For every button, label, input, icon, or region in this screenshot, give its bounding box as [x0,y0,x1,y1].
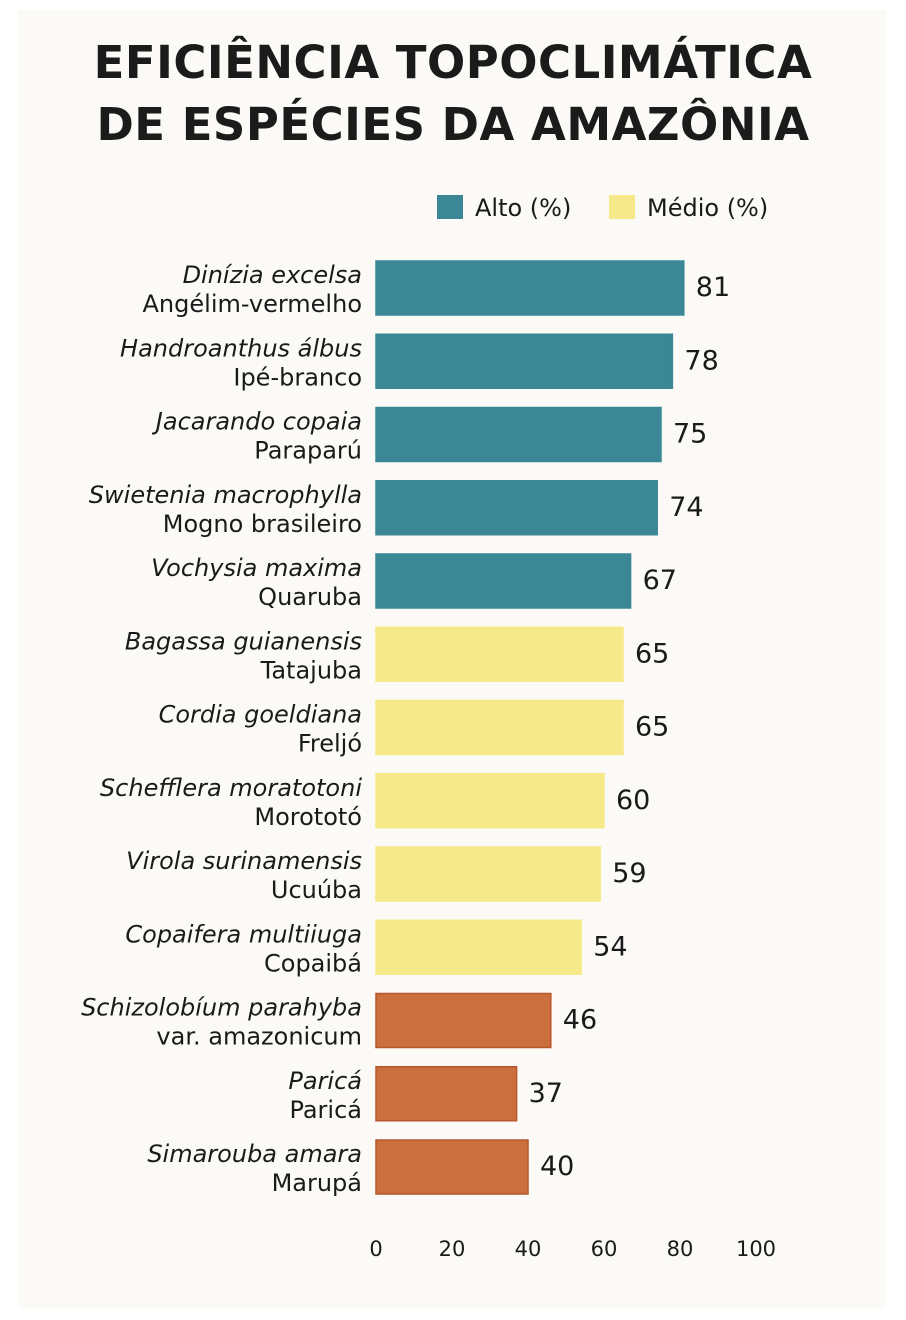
value-label-3: 75 [673,419,707,450]
category-scientific-label-1: Dinízia excelsa [183,261,362,289]
value-label-13: 40 [540,1151,574,1182]
bar-12 [375,1066,518,1122]
bar-10 [375,919,582,975]
category-scientific-label-3: Jacarando copaia [152,408,362,436]
category-scientific-label-13: Simarouba amara [147,1140,362,1168]
legend-label-2: Médio (%) [647,194,768,222]
category-common-label-10: Copaibá [264,949,362,977]
category-scientific-label-10: Copaifera multiiuga [125,920,362,948]
chart-title: EFICIÊNCIA TOPOCLIMÁTICA DE ESPÉCIES DA … [0,32,906,156]
value-label-10: 54 [593,931,627,962]
category-common-label-11: var. amazonicum [156,1023,362,1051]
value-label-11: 46 [563,1005,597,1036]
value-label-1: 81 [696,272,730,303]
legend-swatch-1 [437,195,463,219]
value-label-9: 59 [612,858,646,889]
category-common-label-2: Ipé-branco [233,363,362,391]
bar-7 [375,699,624,756]
category-scientific-label-7: Cordia goeldiana [159,701,362,729]
category-scientific-label-2: Handroanthus álbus [120,334,362,362]
category-common-label-7: Freljó [298,730,362,758]
value-label-8: 60 [616,785,650,816]
bar-3 [375,406,662,463]
category-common-label-8: Morototó [254,803,362,831]
bar-6 [375,626,624,682]
category-common-label-6: Tatajuba [260,656,362,684]
x-tick-label-5: 80 [667,1237,694,1261]
bar-11 [375,992,552,1049]
category-common-label-12: Paricá [289,1096,362,1124]
bar-13 [375,1139,529,1195]
x-tick-label-3: 40 [515,1237,542,1261]
bar-1 [375,260,685,316]
chart-title-line-2: DE ESPÉCIES DA AMAZÔNIA [96,98,810,151]
value-label-2: 78 [684,345,718,376]
x-tick-label-1: 0 [369,1237,382,1261]
value-label-7: 65 [635,712,669,743]
category-scientific-label-4: Swietenia macrophylla [89,481,362,509]
category-common-label-3: Paraparú [254,437,362,465]
category-common-label-9: Ucuúba [271,876,362,904]
category-common-label-5: Quaruba [258,583,362,611]
x-tick-label-6: 100 [736,1237,776,1261]
category-common-label-1: Angélim-vermelho [143,290,362,318]
legend-label-1: Alto (%) [475,194,571,222]
bar-2 [375,333,674,389]
category-scientific-label-9: Virola surinamensis [126,847,362,875]
category-scientific-label-6: Bagassa guianensis [125,627,362,655]
value-label-12: 37 [529,1078,563,1109]
category-scientific-label-5: Vochysia maxima [151,554,362,582]
legend-swatch-2 [609,195,635,219]
value-label-6: 65 [635,638,669,669]
bar-9 [375,846,601,902]
bar-4 [375,480,658,536]
x-tick-label-4: 60 [591,1237,618,1261]
bar-5 [375,553,632,609]
value-label-5: 67 [643,565,677,596]
category-common-label-13: Marupá [272,1169,362,1197]
x-tick-label-2: 20 [439,1237,466,1261]
category-scientific-label-11: Schizolobíum parahyba [81,994,362,1022]
category-scientific-label-8: Schefflera moratotoni [100,774,362,802]
chart-title-line-1: EFICIÊNCIA TOPOCLIMÁTICA [93,36,813,89]
category-common-label-4: Mogno brasileiro [163,510,362,538]
bar-8 [375,773,605,829]
value-label-4: 74 [669,492,703,523]
category-scientific-label-12: Paricá [288,1067,362,1095]
